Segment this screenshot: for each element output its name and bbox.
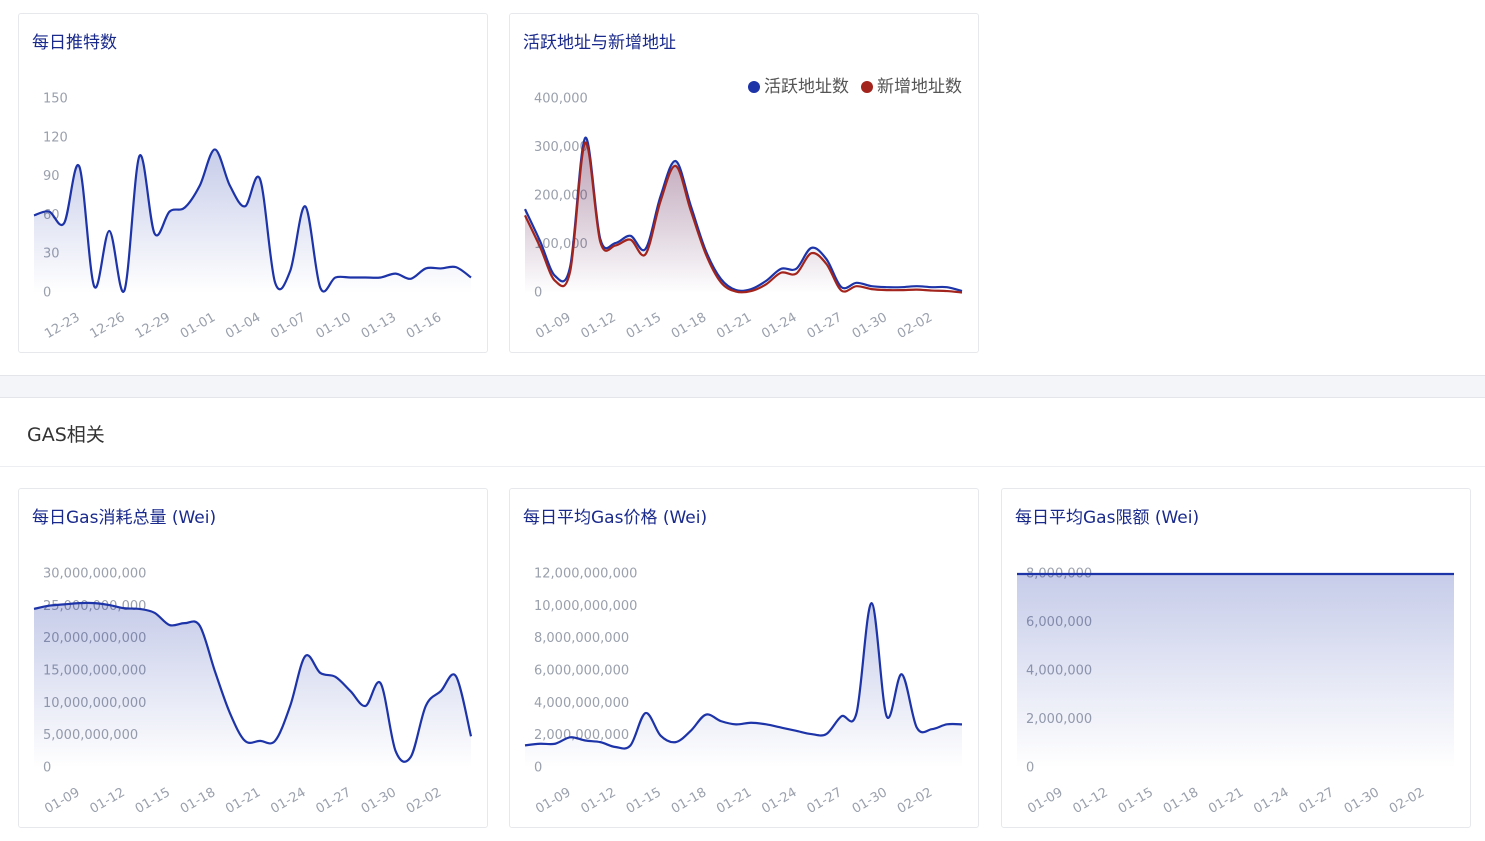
x-tick-label: 01-30: [850, 310, 890, 342]
x-tick-label: 01-12: [578, 785, 618, 817]
area: [34, 149, 471, 293]
chart-card: 活跃地址与新增地址0100,000200,000300,000400,00001…: [509, 13, 979, 353]
y-tick-label: 300,000: [534, 140, 588, 155]
y-tick-label: 90: [43, 169, 60, 184]
area: [525, 603, 962, 768]
x-tick-label: 01-27: [805, 310, 845, 342]
x-tick-label: 01-09: [533, 785, 573, 817]
x-tick-label: 01-01: [178, 310, 218, 342]
line: [524, 601, 963, 750]
x-tick-label: 02-02: [1387, 785, 1427, 817]
legend-swatch: [861, 81, 873, 93]
chart-title: 活跃地址与新增地址: [523, 33, 676, 53]
x-tick-label: 02-02: [895, 310, 935, 342]
section-band: [0, 375, 1485, 398]
chart-card: 每日Gas消耗总量 (Wei) 05,000,000,00010,000,000,…: [18, 488, 488, 828]
chart-title: 每日平均Gas价格 (Wei): [523, 508, 708, 528]
x-tick-label: 01-21: [1206, 785, 1246, 817]
x-tick-label: 02-02: [404, 785, 444, 817]
x-tick-label: 01-24: [759, 310, 799, 342]
chart: 02,000,0004,000,0006,000,0008,000,00001-…: [1017, 567, 1454, 817]
area: [525, 142, 962, 293]
x-tick-label: 01-24: [759, 785, 799, 817]
line: [33, 148, 472, 293]
x-tick-label: 01-21: [714, 785, 754, 817]
x-tick-label: 01-30: [1342, 785, 1382, 817]
chart-title: 每日Gas消耗总量 (Wei): [32, 508, 217, 528]
section-title: GAS相关: [27, 424, 105, 446]
x-tick-label: 01-16: [404, 310, 444, 342]
chart: 05,000,000,00010,000,000,00015,000,000,0…: [33, 567, 473, 817]
line: [524, 141, 963, 294]
x-tick-label: 01-15: [624, 310, 664, 342]
x-tick-label: 01-18: [669, 785, 709, 817]
chart-card: 每日推特数030609012015012-2312-2612-2901-0101…: [18, 13, 488, 353]
divider: [0, 466, 1485, 467]
chart-title: 每日平均Gas限额 (Wei): [1015, 508, 1200, 528]
chart: 030609012015012-2312-2612-2901-0101-0401…: [33, 92, 472, 342]
x-tick-label: 01-09: [42, 785, 82, 817]
chart-title: 每日推特数: [32, 33, 117, 53]
x-tick-label: 01-12: [1070, 785, 1110, 817]
x-tick-label: 01-15: [1116, 785, 1156, 817]
legend-swatch: [748, 81, 760, 93]
chart-card: 每日平均Gas限额 (Wei) 02,000,0004,000,0006,000,…: [1001, 488, 1471, 828]
x-tick-label: 01-15: [133, 785, 173, 817]
x-tick-label: 12-29: [133, 310, 173, 342]
line: [33, 601, 473, 763]
x-tick-label: 01-24: [1251, 785, 1291, 817]
area: [34, 602, 471, 768]
y-tick-label: 200,000: [534, 189, 588, 204]
x-tick-label: 01-27: [314, 785, 354, 817]
y-tick-label: 120: [43, 130, 68, 145]
x-tick-label: 01-18: [669, 310, 709, 342]
y-tick-label: 400,000: [534, 92, 588, 107]
x-tick-label: 01-30: [850, 785, 890, 817]
x-tick-label: 01-18: [1161, 785, 1201, 817]
y-tick-label: 12,000,000,000: [534, 567, 637, 582]
area: [1017, 574, 1454, 768]
y-tick-label: 6,000,000,000: [534, 664, 629, 679]
y-tick-label: 10,000,000,000: [534, 599, 637, 614]
chart: 0100,000200,000300,000400,00001-0901-120…: [524, 77, 963, 342]
x-tick-label: 01-24: [268, 785, 308, 817]
x-tick-label: 01-09: [533, 310, 573, 342]
y-tick-label: 150: [43, 92, 68, 107]
x-tick-label: 01-27: [1297, 785, 1337, 817]
x-tick-label: 02-02: [895, 785, 935, 817]
y-tick-label: 30,000,000,000: [43, 567, 146, 582]
x-tick-label: 01-27: [805, 785, 845, 817]
x-tick-label: 01-21: [714, 310, 754, 342]
x-tick-label: 01-09: [1025, 785, 1065, 817]
legend-label: 新增地址数: [877, 77, 962, 97]
x-tick-label: 12-26: [87, 310, 127, 342]
x-tick-label: 01-12: [578, 310, 618, 342]
y-tick-label: 4,000,000,000: [534, 696, 629, 711]
x-tick-label: 12-23: [42, 310, 82, 342]
x-tick-label: 01-21: [223, 785, 263, 817]
x-tick-label: 01-04: [223, 310, 263, 342]
chart-card: 每日平均Gas价格 (Wei)02,000,000,0004,000,000,0…: [509, 488, 979, 828]
x-tick-label: 01-18: [178, 785, 218, 817]
y-tick-label: 2,000,000,000: [534, 728, 629, 743]
x-tick-label: 01-12: [87, 785, 127, 817]
x-tick-label: 01-30: [359, 785, 399, 817]
x-tick-label: 01-15: [624, 785, 664, 817]
x-tick-label: 01-10: [314, 310, 354, 342]
chart: 02,000,000,0004,000,000,0006,000,000,000…: [524, 567, 963, 817]
x-tick-label: 01-13: [359, 310, 399, 342]
legend-label: 活跃地址数: [764, 77, 849, 97]
x-tick-label: 01-07: [268, 310, 308, 342]
y-tick-label: 8,000,000,000: [534, 631, 629, 646]
